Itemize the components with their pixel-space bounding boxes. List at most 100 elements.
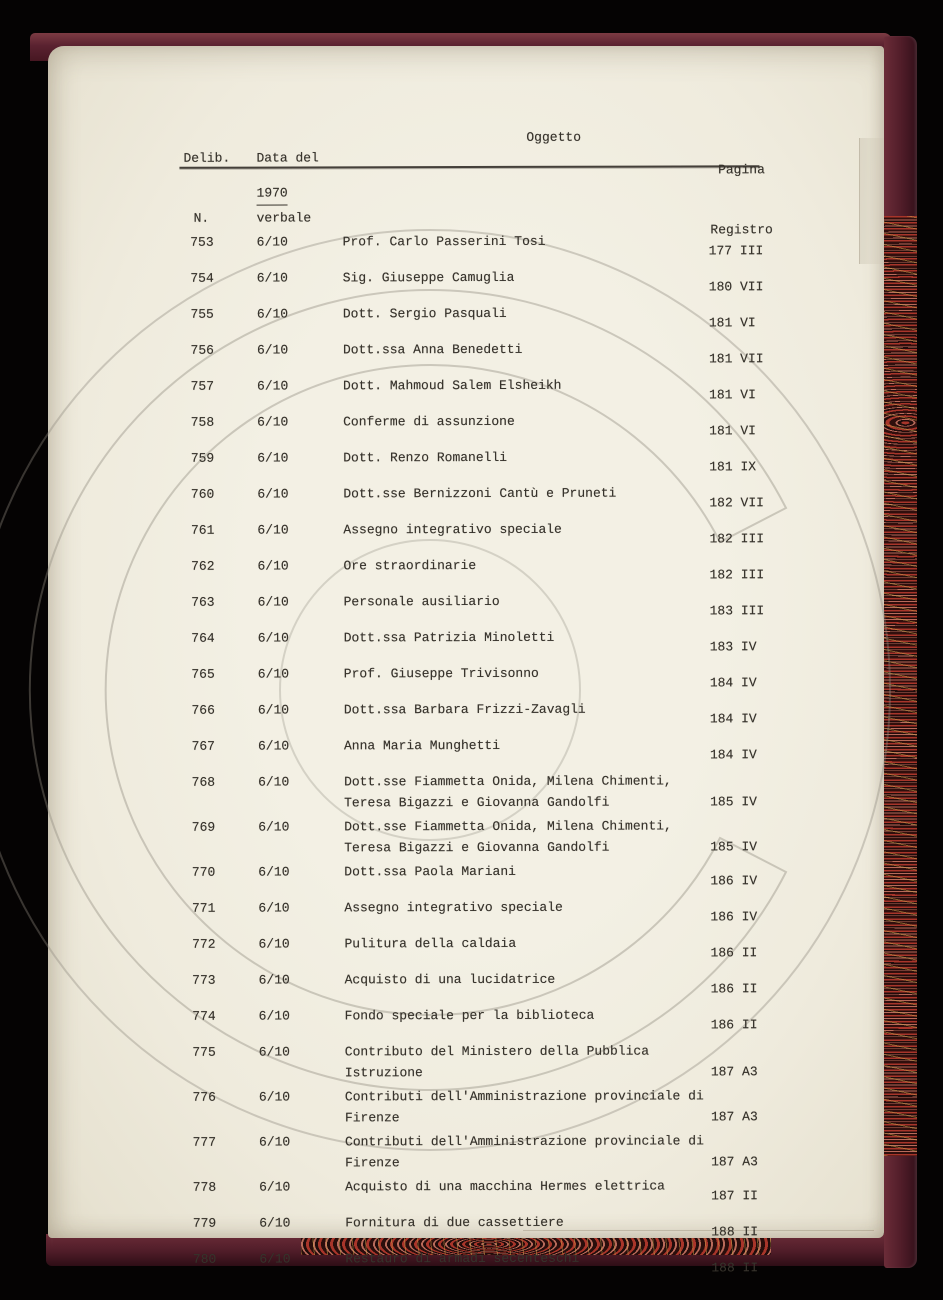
table-row: 772 6/10 Pulitura della caldaia 186 II [167,932,787,965]
oggetto-text: Dott.ssa Anna Benedetti [343,338,703,360]
oggetto-text: Prof. Carlo Passerini Tosi [343,230,703,252]
registro-page: 181 IX [709,459,757,475]
table-row: 759 6/10 Dott. Renzo Romanelli 181 IX [166,446,786,479]
delib-number: 770 [191,864,216,880]
registro-page: 181 VI [709,387,756,403]
oggetto-text: Dott.ssa Barbara Frizzi-Zavagli [344,698,704,720]
delib-number: 767 [191,738,215,754]
oggetto-text: Dott. Renzo Romanelli [343,446,703,468]
table-row: 763 6/10 Personale ausiliario 183 III [167,590,787,623]
delib-number: 755 [190,306,214,322]
oggetto-line: Sig. Giuseppe Camuglia [342,269,515,286]
table-row: 776 6/10 Contributi dell'Amministrazione p… [168,1085,788,1129]
header-data-verbale: Data del verbale [256,108,319,268]
oggetto-text: Ore straordinarie [343,554,703,576]
oggetto-line: Ore straordinarie [343,558,477,574]
verbale-date: 6/10 [258,1134,291,1150]
registro-page: 182 VII [709,495,764,511]
oggetto-text: Dott. Sergio Pasquali [343,302,703,324]
delib-number: 756 [190,342,214,358]
verbale-date: 6/10 [256,270,288,286]
oggetto-line: Teresa Bigazzi e Giovanna Gandolfi [344,794,610,811]
stacked-sheets-edge [859,138,884,264]
verbale-date: 6/10 [257,630,289,646]
verbale-date: 6/10 [258,819,290,835]
header-data-label: Data del [256,150,319,166]
verbale-date: 6/10 [258,864,290,880]
header-pagina-label: Pagina [718,162,765,178]
oggetto-line: Dott. Renzo Romanelli [343,449,508,466]
registro-page: 186 IV [710,909,758,925]
oggetto-text: Pulitura della caldaia [344,932,704,954]
oggetto-line: Restauro di armadi secenteschi [345,1250,580,1267]
oggetto-text: Personale ausiliario [344,590,704,612]
oggetto-line: Dott.ssa Patrizia Minoletti [343,629,555,646]
verbale-date: 6/10 [257,378,289,394]
delib-number: 772 [192,936,216,952]
oggetto-text: Contributi dell'Amministrazione provinci… [345,1130,705,1173]
stacked-sheets-line [522,1230,874,1231]
oggetto-line: Dott.ssa Barbara Frizzi-Zavagli [343,701,586,718]
oggetto-line: Dott. Sergio Pasquali [342,305,507,322]
registro-page: 183 IV [709,639,757,655]
table-row: 775 6/10 Contributo del Ministero della Pu… [168,1040,788,1084]
oggetto-text: Dott.ssa Patrizia Minoletti [344,626,704,648]
table-row: 764 6/10 Dott.ssa Patrizia Minoletti 183 IV [167,626,787,659]
verbale-date: 6/10 [258,1044,291,1060]
delib-number: 775 [192,1044,216,1060]
table-row: 768 6/10 Dott.sse Fiammetta Onida, Milena … [167,770,787,814]
registro-page: 181 VI [708,315,756,331]
table-row: 757 6/10 Dott. Mahmoud Salem Elsheikh 181 V… [166,374,786,407]
registro-page: 184 IV [709,711,757,727]
table-row: 770 6/10 Dott.ssa Paola Mariani 186 IV [167,860,787,893]
oggetto-line: Dott.ssa Paola Mariani [344,863,516,880]
header-oggetto-label: Oggetto [526,129,582,145]
oggetto-line: Anna Maria Munghetti [343,737,501,754]
header-pagina-registro: Pagina Registro [703,120,779,280]
table-row: 780 6/10 Restauro di armadi secenteschi 188… [168,1247,788,1280]
oggetto-line: Contributi dell'Amministrazione provinci… [344,1088,704,1105]
marbled-endpaper-right [884,216,917,1156]
oggetto-text: Dott.sse Fiammetta Onida, Milena Chiment… [344,770,704,813]
verbale-date: 6/10 [256,306,289,322]
oggetto-text: Prof. Giuseppe Trivisonno [344,662,704,684]
verbale-date: 6/10 [257,594,289,610]
verbale-date: 6/10 [257,414,289,430]
oggetto-line: Dott.ssa Anna Benedetti [342,341,523,358]
page-surface [48,46,884,1238]
oggetto-line: Dott.sse Fiammetta Onida, Milena Chiment… [344,818,672,835]
marbled-endpaper-bottom [301,1237,771,1255]
verbale-date: 6/10 [259,1215,291,1231]
verbale-date: 6/10 [258,1089,291,1105]
verbale-date: 6/10 [257,702,290,718]
verbale-date: 6/10 [258,1008,290,1024]
table-row: 765 6/10 Prof. Giuseppe Trivisonno 184 IV [167,662,787,695]
delib-number: 758 [190,414,215,430]
oggetto-text: Acquisto di una macchina Hermes elettric… [345,1175,705,1197]
registro-page: 186 II [710,981,758,997]
register-table: Delib. N. Data del verbale Oggetto Pagin… [165,105,788,1300]
oggetto-line: Assegno integrativo speciale [344,899,563,916]
oggetto-line: Fornitura di due cassettiere [345,1214,564,1231]
oggetto-line: Pulitura della caldaia [344,935,517,952]
oggetto-line: Firenze [345,1155,400,1171]
table-row: 762 6/10 Ore straordinarie 182 III [166,554,786,587]
table-row: 766 6/10 Dott.ssa Barbara Frizzi-Zavagli 18… [167,698,787,731]
delib-number: 759 [190,450,215,466]
oggetto-text: Contributo del Ministero della Pubblica I… [345,1040,705,1083]
verbale-date: 6/10 [259,1251,291,1267]
oggetto-text: Dott. Mahmoud Salem Elsheikh [343,374,703,396]
verbale-date: 6/10 [257,522,289,538]
oggetto-line: Firenze [344,1110,400,1126]
verbale-date: 6/10 [259,1179,291,1195]
table-row: 779 6/10 Fornitura di due cassettiere 188 I… [168,1211,788,1244]
registro-page: 185 IV [710,794,757,810]
header-verbale-label: verbale [256,210,312,226]
delib-number: 771 [191,900,216,916]
registro-page: 187 A3 [711,1154,758,1170]
table-row: 760 6/10 Dott.sse Bernizzoni Cantù e Prune… [166,482,786,515]
oggetto-text: Contributi dell'Amministrazione provinci… [345,1085,705,1128]
delib-number: 760 [190,486,215,502]
table-row: 774 6/10 Fondo speciale per la biblioteca 1… [168,1004,788,1037]
oggetto-line: Assegno integrativo speciale [343,521,562,538]
